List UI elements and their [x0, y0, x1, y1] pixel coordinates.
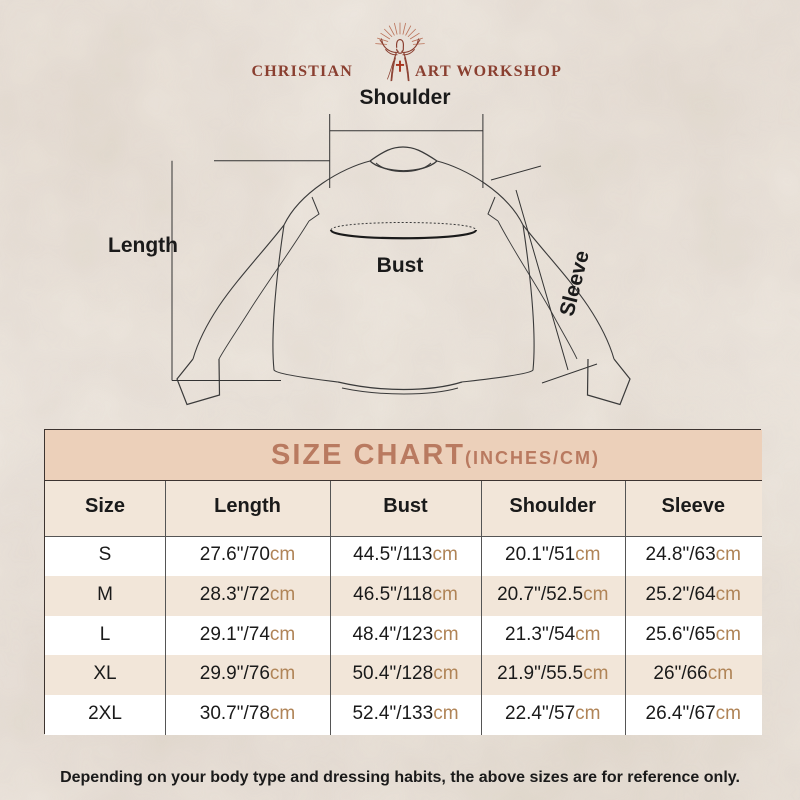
svg-text:Bust: Bust [377, 254, 424, 277]
svg-text:Shoulder: Shoulder [359, 86, 450, 109]
svg-text:Sleeve: Sleeve [555, 248, 593, 318]
svg-text:Length: Length [108, 234, 178, 257]
